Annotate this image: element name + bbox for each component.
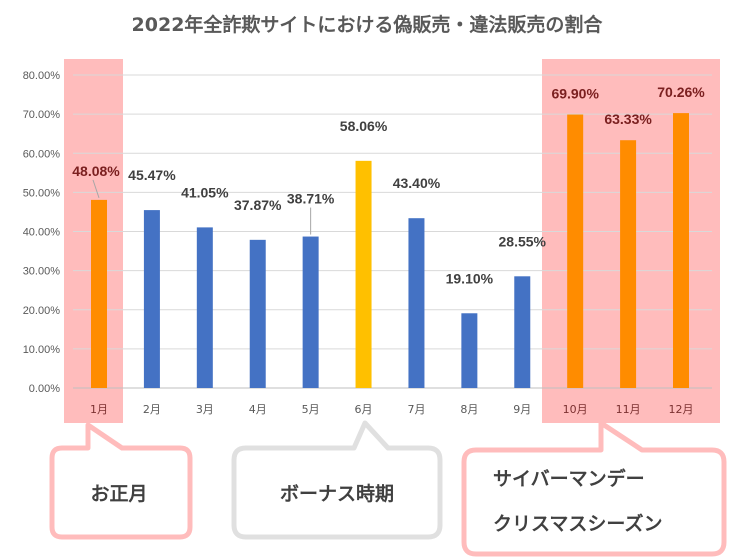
data-label: 45.47% — [128, 167, 176, 183]
x-tick-label: 8月 — [460, 403, 478, 416]
y-tick-label: 50.00% — [23, 187, 61, 199]
bar-1月 — [91, 199, 107, 388]
leader-line — [92, 179, 100, 199]
data-label: 70.26% — [657, 84, 705, 100]
data-label: 63.33% — [604, 111, 652, 127]
callout-new-year-text: お正月 — [90, 483, 147, 505]
bar-9月 — [514, 276, 531, 388]
x-tick-label: 1月 — [90, 403, 108, 416]
bar-8月 — [461, 313, 478, 388]
bar-3月 — [196, 227, 213, 388]
callout-bonus: ボーナス時期 — [231, 420, 443, 540]
data-label: 41.05% — [181, 184, 229, 200]
callout-bonus-text: ボーナス時期 — [280, 483, 394, 505]
data-label: 43.40% — [393, 175, 441, 191]
data-label: 48.08% — [72, 163, 120, 179]
data-label: 28.55% — [499, 233, 547, 249]
bar-4月 — [249, 239, 266, 388]
data-label: 19.10% — [446, 270, 494, 286]
bar-2月 — [143, 210, 160, 388]
y-tick-label: 40.00% — [23, 227, 61, 239]
bar-11月 — [620, 140, 637, 388]
x-tick-label: 3月 — [196, 403, 214, 416]
x-tick-label: 12月 — [669, 403, 694, 416]
y-tick-label: 70.00% — [23, 109, 61, 121]
callout-year-end-line2: クリスマスシーズン — [493, 512, 662, 535]
y-tick-label: 10.00% — [23, 344, 61, 356]
chart-title: 2022年全詐欺サイトにおける偽販売・違法販売の割合 — [132, 13, 604, 36]
callout-year-end: サイバーマンデー クリスマスシーズン — [461, 420, 727, 557]
bar-6月 — [355, 160, 372, 388]
data-label: 37.87% — [234, 197, 282, 213]
bar-10月 — [567, 114, 584, 389]
x-tick-label: 6月 — [355, 403, 373, 416]
x-tick-label: 7月 — [407, 403, 425, 416]
x-tick-label: 5月 — [302, 403, 320, 416]
bar-12月 — [673, 113, 689, 388]
callout-new-year: お正月 — [49, 422, 193, 540]
bar-5月 — [302, 236, 319, 388]
y-tick-label: 0.00% — [29, 383, 60, 395]
y-tick-label: 20.00% — [23, 305, 61, 317]
data-label: 58.06% — [340, 118, 388, 134]
x-tick-label: 4月 — [249, 403, 267, 416]
x-tick-label: 11月 — [616, 403, 641, 416]
y-tick-label: 30.00% — [23, 266, 61, 278]
x-tick-label: 10月 — [563, 403, 588, 416]
y-tick-label: 80.00% — [23, 70, 61, 82]
y-tick-label: 60.00% — [23, 148, 61, 160]
x-tick-label: 9月 — [513, 403, 531, 416]
data-label: 38.71% — [287, 191, 335, 207]
callout-year-end-line1: サイバーマンデー — [493, 467, 645, 490]
data-label: 69.90% — [551, 86, 599, 102]
x-tick-label: 2月 — [143, 403, 161, 416]
bar-7月 — [408, 218, 425, 388]
